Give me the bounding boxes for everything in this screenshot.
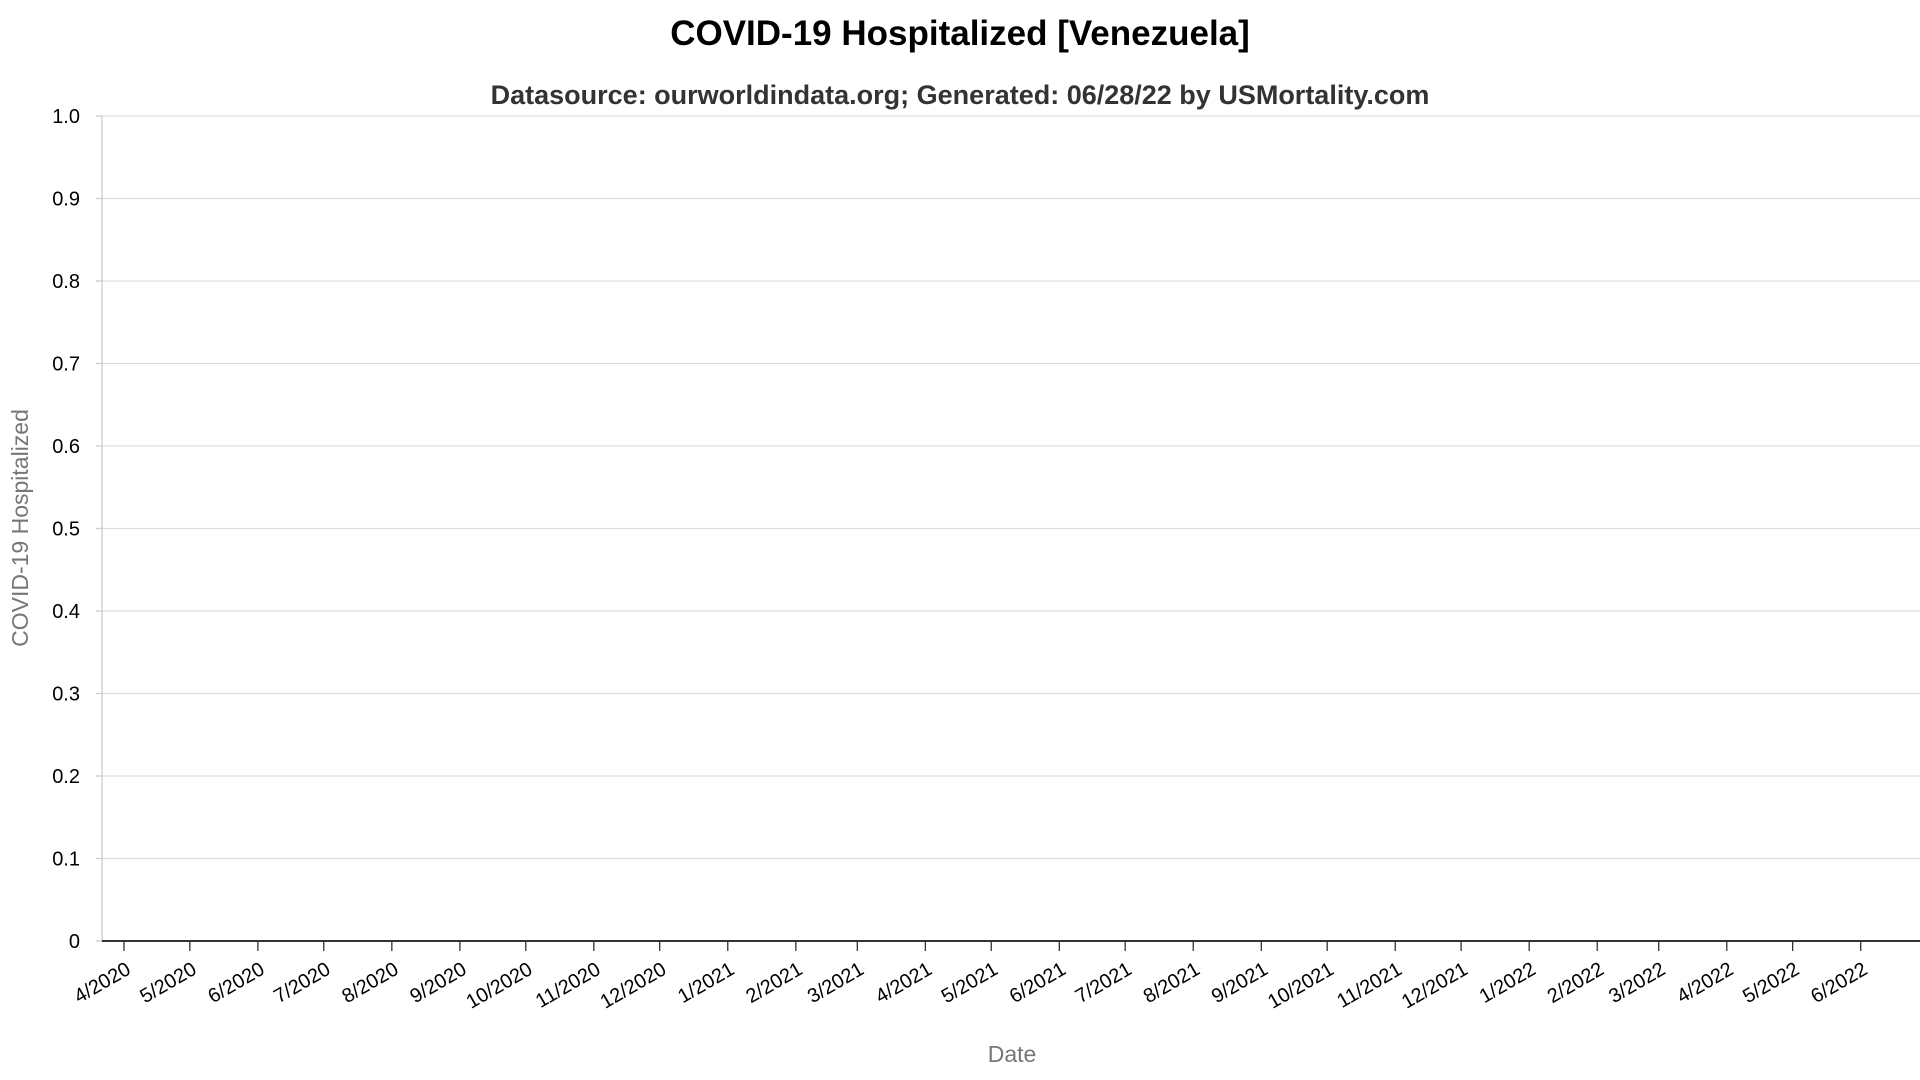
x-tick-label: 7/2020	[270, 958, 334, 1008]
x-tick-label: 1/2021	[674, 958, 738, 1008]
y-axis: 0 0.1 0.2 0.3 0.4 0.5 0.6 0.7 0.8 0.9 1.0	[52, 106, 103, 953]
x-tick-label: 5/2020	[136, 958, 200, 1008]
x-tick-label: 6/2022	[1807, 958, 1871, 1008]
x-tick-label: 12/2020	[597, 958, 671, 1013]
x-tick-label: 4/2022	[1673, 958, 1737, 1008]
x-tick-label: 4/2021	[872, 958, 936, 1008]
y-tick-label: 0.9	[52, 189, 80, 211]
y-tick-label: 0.7	[52, 354, 80, 376]
x-tick-label: 3/2022	[1605, 958, 1669, 1008]
x-tick-label: 4/2020	[70, 958, 134, 1008]
y-tick-label: 0.3	[52, 684, 80, 706]
x-tick-label: 5/2022	[1739, 958, 1803, 1008]
y-tick-label: 0	[69, 931, 80, 953]
gridlines	[102, 115, 1920, 860]
x-tick-label: 6/2020	[204, 958, 268, 1008]
y-tick-label: 0.1	[52, 849, 80, 871]
x-tick-label: 2/2021	[742, 958, 806, 1008]
chart-title: COVID-19 Hospitalized [Venezuela]	[670, 14, 1250, 53]
y-tick-label: 1.0	[52, 106, 80, 128]
x-axis-label: Date	[988, 1041, 1037, 1067]
x-tick-label: 5/2021	[938, 958, 1002, 1008]
x-tick-label: 12/2021	[1398, 958, 1472, 1013]
x-tick-label: 7/2021	[1072, 958, 1136, 1008]
x-tick-label: 10/2021	[1264, 958, 1338, 1013]
y-tick-label: 0.2	[52, 766, 80, 788]
x-axis: 4/2020 5/2020 6/2020 7/2020 8/2020 9/202010/2…	[70, 940, 1920, 1013]
x-tick-label: 9/2021	[1208, 958, 1272, 1008]
x-tick-label: 6/2021	[1006, 958, 1070, 1008]
y-axis-label: COVID-19 Hospitalized	[7, 409, 33, 647]
chart-subtitle: Datasource: ourworldindata.org; Generate…	[490, 80, 1430, 110]
y-tick-label: 0.4	[52, 601, 80, 623]
x-tick-label: 2/2022	[1544, 958, 1608, 1008]
y-tick-label: 0.8	[52, 271, 80, 293]
y-tick-label: 0.6	[52, 436, 80, 458]
x-tick-label: 9/2020	[406, 958, 470, 1008]
y-tick-label: 0.5	[52, 519, 80, 541]
x-tick-label: 3/2021	[804, 958, 868, 1008]
x-tick-label: 1/2022	[1476, 958, 1540, 1008]
x-tick-label: 10/2020	[463, 958, 537, 1013]
x-tick-label: 11/2021	[1333, 958, 1405, 1012]
x-tick-label: 8/2020	[338, 958, 402, 1008]
x-tick-label: 11/2020	[532, 958, 604, 1012]
x-tick-label: 8/2021	[1140, 958, 1204, 1008]
